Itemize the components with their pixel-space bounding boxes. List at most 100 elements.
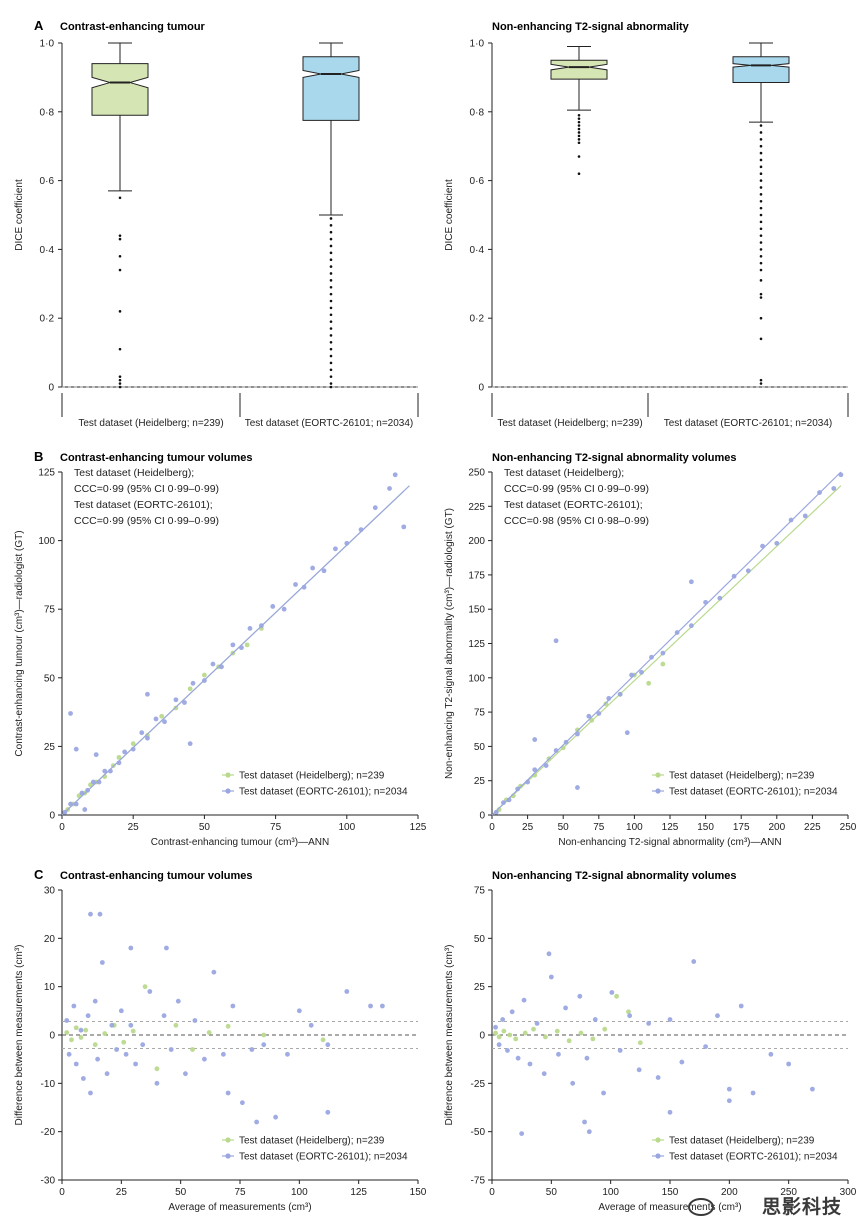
x-tick-label: 225 [804, 822, 821, 833]
data-point-eortc [270, 604, 276, 609]
scatter-non-enhancing: Non-enhancing T2-signal abnormality (cm³… [444, 467, 857, 848]
data-point-heidelberg [660, 661, 666, 667]
data-point-eortc [500, 1017, 506, 1022]
data-point-eortc [123, 1051, 129, 1057]
legend-swatch-dot [655, 1153, 661, 1159]
outlier-point [759, 199, 763, 203]
x-tick-label: 100 [338, 822, 355, 833]
data-point-heidelberg [578, 1030, 584, 1036]
outlier-point [759, 206, 763, 210]
outlier-point [329, 327, 333, 330]
x-tick-label: 125 [410, 822, 427, 833]
y-tick-label: 0 [479, 811, 485, 822]
data-point-eortc [380, 1003, 385, 1009]
data-point-eortc [321, 568, 327, 574]
x-tick-label: 0 [59, 1187, 65, 1198]
outlier-point [118, 254, 122, 258]
data-point-eortc [532, 767, 538, 773]
data-point-eortc [88, 1090, 93, 1096]
outlier-point [329, 299, 333, 303]
outlier-point [759, 241, 763, 244]
data-point-eortc [387, 486, 392, 491]
data-point-eortc [627, 1013, 633, 1019]
y-tick-label: -25 [471, 1079, 486, 1090]
outlier-point [329, 306, 333, 310]
legend-swatch-dot [225, 772, 231, 778]
data-point-eortc [122, 749, 128, 755]
data-point-eortc [717, 595, 723, 601]
data-point-eortc [104, 1071, 110, 1077]
data-point-eortc [88, 911, 93, 917]
data-point-heidelberg [501, 1028, 507, 1034]
wechat-icon [688, 1198, 714, 1216]
x-tick-label: 50 [558, 822, 570, 833]
outlier-point [759, 296, 763, 299]
outlier-point [118, 347, 122, 351]
x-axis-label: Contrast-enhancing tumour (cm³)—ANN [151, 837, 329, 848]
data-point-heidelberg [64, 1030, 70, 1035]
data-point-eortc [68, 711, 73, 716]
data-point-eortc [310, 565, 316, 571]
x-tick-label: 75 [593, 822, 605, 833]
data-point-heidelberg [173, 705, 179, 711]
outlier-point [329, 320, 333, 323]
data-point-eortc [655, 1075, 661, 1080]
data-point-eortc [164, 945, 169, 951]
outlier-point [759, 227, 763, 231]
y-tick-label: 25 [44, 742, 56, 753]
outlier-point [329, 237, 333, 241]
data-point-eortc [546, 951, 552, 957]
outlier-point [759, 254, 763, 258]
y-tick-label: 0·6 [40, 176, 55, 187]
data-point-eortc [527, 1061, 533, 1067]
outlier-point [759, 124, 763, 127]
x-tick-label: 100 [602, 1187, 619, 1198]
x-tick-label: 25 [116, 1187, 128, 1198]
data-point-eortc [210, 661, 216, 667]
data-point-heidelberg [507, 1032, 513, 1038]
data-point-eortc [532, 737, 538, 742]
outlier-point [118, 310, 122, 313]
data-point-eortc [553, 748, 559, 753]
data-point-eortc [247, 626, 253, 631]
scatter-contrast-enhancing: Contrast-enhancing tumour (cm³)—radiolog… [14, 467, 427, 848]
x-axis-label: Non-enhancing T2-signal abnormality (cm³… [558, 837, 781, 848]
box-plot-contrast-enhancing: DICE coefficient 0 0·2 0·4 0·6 0·8 1·0 Test dat… [14, 39, 419, 429]
x-tick-label: 125 [662, 822, 679, 833]
outlier-point [759, 151, 763, 155]
outlier-point [759, 316, 763, 320]
data-point-eortc [344, 989, 350, 994]
panel-letter: A [34, 18, 44, 33]
box [91, 63, 149, 116]
data-point-eortc [617, 1048, 623, 1053]
data-point-eortc [745, 568, 751, 574]
data-point-eortc [140, 1042, 146, 1048]
box [732, 56, 790, 84]
y-axis-label: DICE coefficient [14, 179, 25, 251]
outlier-point [759, 179, 763, 182]
data-point-heidelberg [637, 1040, 643, 1046]
data-point-eortc [285, 1051, 290, 1057]
outlier-point [577, 113, 581, 117]
outlier-point [759, 186, 763, 189]
data-point-heidelberg [493, 1030, 498, 1036]
x-tick-label: 50 [546, 1187, 558, 1198]
outlier-point [759, 172, 763, 176]
outlier-point [759, 213, 763, 217]
y-tick-label: 125 [468, 639, 485, 650]
outlier-point [577, 172, 581, 176]
x-tick-label: 200 [721, 1187, 738, 1198]
outlier-point [577, 120, 581, 124]
outlier-point [329, 313, 333, 317]
outlier-point [329, 217, 333, 220]
legend-swatch-dot [225, 788, 231, 794]
data-point-eortc [750, 1090, 756, 1096]
data-point-eortc [95, 1056, 100, 1062]
data-point-eortc [639, 669, 644, 675]
data-point-heidelberg [531, 1026, 536, 1032]
data-point-eortc [80, 1076, 86, 1081]
legend-swatch-dot [655, 788, 661, 794]
data-point-heidelberg [159, 713, 165, 719]
data-point-eortc [325, 1109, 331, 1115]
ccc-annotation: CCC=0·98 (95% CI 0·98–0·99) [504, 515, 649, 527]
